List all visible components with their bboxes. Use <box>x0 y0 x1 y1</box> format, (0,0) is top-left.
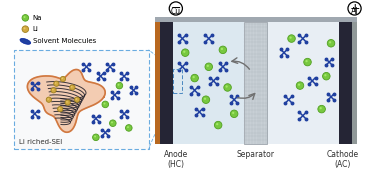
Circle shape <box>104 103 105 105</box>
Circle shape <box>55 82 56 84</box>
Circle shape <box>324 74 327 76</box>
Circle shape <box>288 35 295 42</box>
Circle shape <box>318 105 325 113</box>
Circle shape <box>46 97 51 102</box>
Circle shape <box>183 51 186 53</box>
Circle shape <box>111 121 113 123</box>
Circle shape <box>216 123 218 125</box>
Circle shape <box>207 65 209 67</box>
Text: Li riched-SEI: Li riched-SEI <box>19 139 62 145</box>
Circle shape <box>232 112 234 114</box>
Circle shape <box>57 107 63 112</box>
Circle shape <box>230 110 238 118</box>
Text: Li: Li <box>33 26 39 32</box>
Circle shape <box>110 120 116 127</box>
Bar <box>155 17 357 22</box>
Text: Na: Na <box>33 15 42 21</box>
Circle shape <box>322 73 330 80</box>
Circle shape <box>191 74 198 82</box>
Circle shape <box>62 78 63 79</box>
Circle shape <box>118 84 119 86</box>
Circle shape <box>60 76 66 82</box>
Circle shape <box>181 49 189 56</box>
Circle shape <box>71 86 73 88</box>
Circle shape <box>319 107 322 109</box>
Circle shape <box>304 58 311 66</box>
Bar <box>14 50 149 149</box>
Circle shape <box>74 97 80 102</box>
Circle shape <box>298 83 300 86</box>
Text: −: − <box>170 2 181 15</box>
Circle shape <box>226 85 228 88</box>
Circle shape <box>116 82 123 89</box>
Circle shape <box>348 2 361 15</box>
Circle shape <box>51 88 56 93</box>
Circle shape <box>93 134 99 141</box>
Bar <box>168 22 245 144</box>
Circle shape <box>205 63 212 71</box>
Ellipse shape <box>20 38 31 44</box>
Circle shape <box>65 100 70 105</box>
Circle shape <box>327 40 335 47</box>
Circle shape <box>296 82 304 89</box>
Circle shape <box>224 84 231 91</box>
Bar <box>155 22 160 144</box>
Bar <box>352 22 357 144</box>
Text: +: + <box>349 2 360 15</box>
Circle shape <box>54 81 59 86</box>
Circle shape <box>52 89 54 90</box>
Circle shape <box>102 101 108 108</box>
Circle shape <box>127 126 129 128</box>
Circle shape <box>125 125 132 131</box>
Circle shape <box>70 85 75 90</box>
Circle shape <box>202 96 210 103</box>
Circle shape <box>47 98 49 100</box>
Circle shape <box>22 26 29 32</box>
Circle shape <box>66 101 68 103</box>
Circle shape <box>305 60 308 62</box>
Circle shape <box>192 76 195 78</box>
Bar <box>173 69 183 93</box>
Text: Anode
(HC): Anode (HC) <box>164 150 188 169</box>
Circle shape <box>214 121 222 129</box>
Circle shape <box>329 41 331 43</box>
Bar <box>160 22 173 144</box>
Polygon shape <box>27 70 105 132</box>
Text: Al: Al <box>351 7 358 16</box>
Circle shape <box>221 48 223 50</box>
Circle shape <box>23 27 25 29</box>
Circle shape <box>59 108 60 109</box>
Circle shape <box>219 46 227 54</box>
Text: Separator: Separator <box>237 150 275 159</box>
Circle shape <box>94 135 96 137</box>
Text: Solvent Molecules: Solvent Molecules <box>33 38 96 44</box>
Bar <box>339 22 352 144</box>
Text: Cathode
(AC): Cathode (AC) <box>326 150 358 169</box>
Circle shape <box>22 15 29 21</box>
Circle shape <box>23 16 25 18</box>
Bar <box>267 22 339 144</box>
Circle shape <box>76 98 77 100</box>
Circle shape <box>204 98 206 100</box>
Text: Cu: Cu <box>171 7 181 16</box>
Polygon shape <box>245 22 267 144</box>
Circle shape <box>290 36 292 39</box>
Circle shape <box>169 2 183 15</box>
